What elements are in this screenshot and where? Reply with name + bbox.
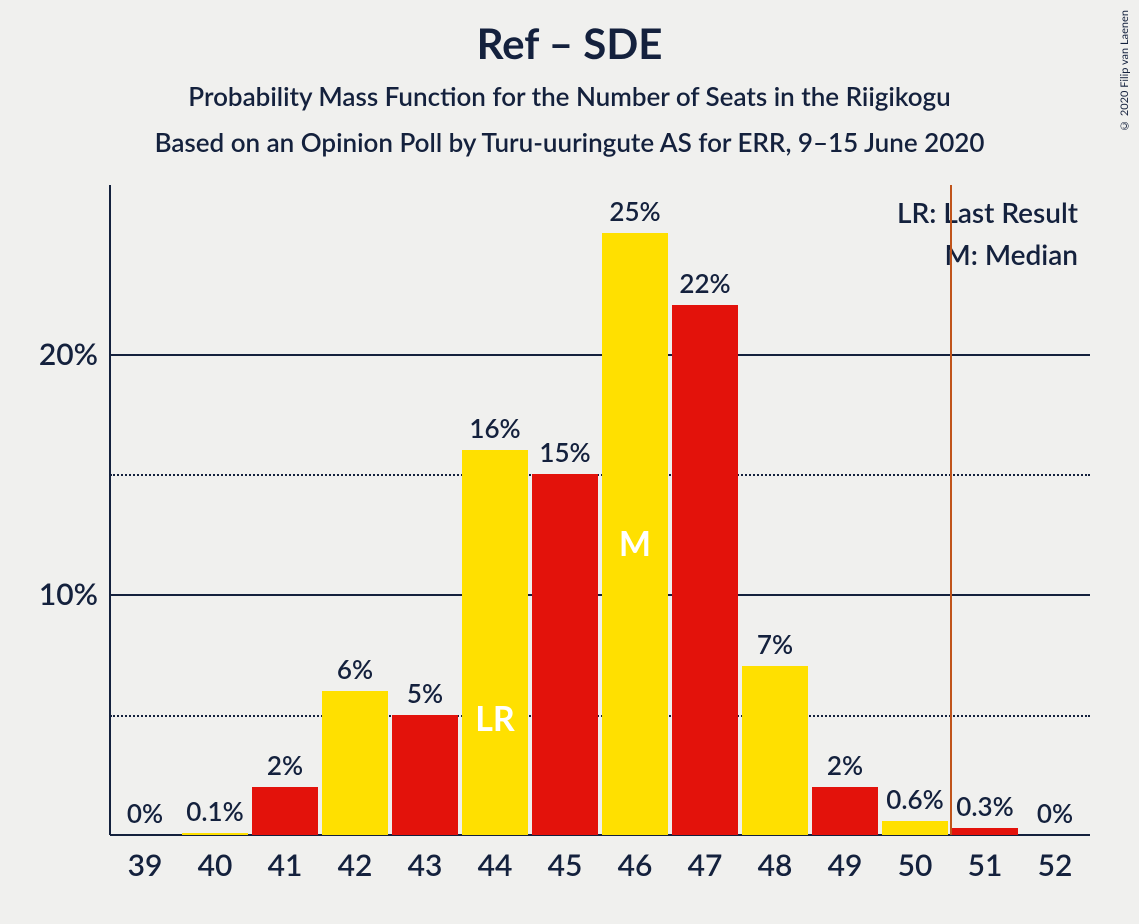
legend-m: M: Median — [897, 233, 1078, 275]
m-marker: M — [605, 523, 665, 564]
bar-value-label: 15% — [525, 436, 605, 468]
lr-marker: LR — [465, 698, 525, 739]
majority-line — [950, 185, 952, 835]
x-axis-label: 47 — [675, 847, 735, 883]
gridline-major — [110, 594, 1090, 596]
x-axis-label: 42 — [325, 847, 385, 883]
x-axis-label: 51 — [955, 847, 1015, 883]
plot-area: LR: Last Result M: Median 10%20%0%390.1%… — [110, 185, 1090, 835]
bar — [182, 833, 248, 835]
bar — [462, 450, 528, 835]
x-axis-label: 43 — [395, 847, 455, 883]
x-axis-label: 40 — [185, 847, 245, 883]
bar-value-label: 0.6% — [875, 783, 955, 815]
bar-value-label: 5% — [385, 677, 465, 709]
bar-value-label: 2% — [805, 749, 885, 781]
gridline-minor — [110, 474, 1090, 476]
y-axis — [109, 185, 111, 835]
x-axis-label: 41 — [255, 847, 315, 883]
x-axis-label: 45 — [535, 847, 595, 883]
bar — [532, 474, 598, 835]
copyright-text: © 2020 Filip van Laenen — [1118, 10, 1131, 132]
bar — [322, 691, 388, 835]
bar — [812, 787, 878, 835]
bar — [882, 821, 948, 835]
x-axis-label: 48 — [745, 847, 805, 883]
x-axis-label: 39 — [115, 847, 175, 883]
bar-value-label: 0% — [1015, 797, 1095, 829]
x-axis-label: 50 — [885, 847, 945, 883]
bar — [742, 666, 808, 835]
bar — [392, 715, 458, 835]
bar-value-label: 0.3% — [945, 790, 1025, 822]
bar-value-label: 2% — [245, 749, 325, 781]
chart-title: Ref – SDE — [0, 18, 1139, 68]
y-axis-label: 10% — [39, 576, 98, 612]
gridline-major — [110, 354, 1090, 356]
bar-value-label: 22% — [665, 267, 745, 299]
bar-value-label: 0.1% — [175, 795, 255, 827]
chart-subtitle-1: Probability Mass Function for the Number… — [0, 80, 1139, 112]
bar-value-label: 6% — [315, 653, 395, 685]
x-axis-label: 52 — [1025, 847, 1085, 883]
x-axis-label: 49 — [815, 847, 875, 883]
legend: LR: Last Result M: Median — [897, 191, 1078, 275]
bar — [252, 787, 318, 835]
y-axis-label: 20% — [39, 336, 98, 372]
bar-value-label: 25% — [595, 195, 675, 227]
x-axis-label: 46 — [605, 847, 665, 883]
gridline-minor — [110, 715, 1090, 717]
bar — [952, 828, 1018, 835]
bar-value-label: 0% — [105, 797, 185, 829]
chart-container: Ref – SDE Probability Mass Function for … — [0, 0, 1139, 924]
legend-lr: LR: Last Result — [897, 191, 1078, 233]
x-axis-label: 44 — [465, 847, 525, 883]
bar — [672, 305, 738, 835]
bar-value-label: 7% — [735, 628, 815, 660]
chart-subtitle-2: Based on an Opinion Poll by Turu-uuringu… — [0, 126, 1139, 158]
bar-value-label: 16% — [455, 412, 535, 444]
